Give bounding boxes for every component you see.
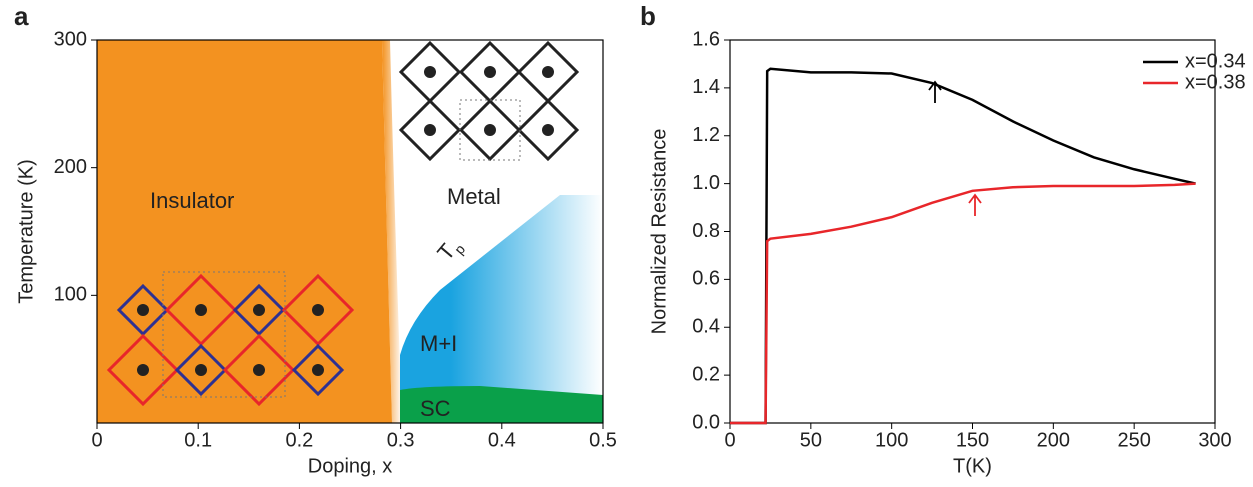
lattice-atom <box>542 66 554 78</box>
y-axis-label: Temperature (K) <box>15 159 37 304</box>
x-tick-label: 150 <box>956 429 989 451</box>
y-tick-label: 1.0 <box>692 172 720 194</box>
lattice-atom <box>312 364 324 376</box>
panel-a: 0 0.1 0.2 0.3 0.4 0.5 100 200 300 Doping, x Temper… <box>15 28 617 477</box>
y-tick-label: 0.2 <box>692 363 720 385</box>
lattice-atom <box>137 364 149 376</box>
x-tick-label: 250 <box>1117 429 1150 451</box>
lattice-atom <box>137 304 149 316</box>
panel-letter: b <box>640 1 656 31</box>
y-tick-label: 0.8 <box>692 220 720 242</box>
lattice-atom <box>253 364 265 376</box>
x-axis-label: T(K) <box>953 455 992 477</box>
x-tick-label: 100 <box>875 429 908 451</box>
x-tick-label: 0 <box>91 429 102 451</box>
y-tick-label: 300 <box>54 28 87 50</box>
y-tick-label: 1.4 <box>692 76 720 98</box>
region-label: Metal <box>447 184 501 209</box>
lattice-atom <box>424 124 436 136</box>
x-tick-label: 0.3 <box>387 429 415 451</box>
y-tick-label: 100 <box>54 284 87 306</box>
region-label: Insulator <box>150 188 234 213</box>
region-label: SC <box>420 396 451 421</box>
x-tick-label: 0 <box>724 429 735 451</box>
boundary-label: Tp <box>432 232 468 267</box>
x-tick-label: 300 <box>1198 429 1231 451</box>
panel-b: 0 50 100 150 200 250 300 0.0 0.2 0.4 0.6 0.8 1.0 1.2 1… <box>648 28 1245 477</box>
x-tick-label: 200 <box>1037 429 1070 451</box>
panel-letter: a <box>14 1 29 31</box>
figure: a b 0 0.1 0.2 0.3 0.4 0.5 100 200 300 Doping, x Te… <box>0 0 1253 487</box>
series-line <box>730 184 1196 423</box>
plot-frame <box>730 40 1215 423</box>
y-tick-label: 0.0 <box>692 411 720 433</box>
x-tick-label: 0.5 <box>589 429 617 451</box>
lattice-atom <box>195 364 207 376</box>
y-tick-label: 1.2 <box>692 124 720 146</box>
lattice-atom <box>484 66 496 78</box>
legend-label: x=0.38 <box>1185 71 1246 93</box>
x-tick-label: 0.4 <box>488 429 516 451</box>
y-tick-label: 1.6 <box>692 28 720 50</box>
lattice-atom <box>484 124 496 136</box>
x-axis-label: Doping, x <box>308 455 393 477</box>
y-tick-label: 0.6 <box>692 268 720 290</box>
x-tick-label: 0.1 <box>184 429 212 451</box>
lattice-atom <box>542 124 554 136</box>
lattice-atom <box>253 304 265 316</box>
region-label: M+I <box>420 331 457 356</box>
series-line <box>730 69 1196 423</box>
lattice-atom <box>424 66 436 78</box>
lattice-atom <box>195 304 207 316</box>
legend-label: x=0.34 <box>1185 50 1246 72</box>
y-axis-label: Normalized Resistance <box>648 129 670 335</box>
y-tick-label: 200 <box>54 156 87 178</box>
x-tick-label: 50 <box>800 429 822 451</box>
y-tick-label: 0.4 <box>692 316 720 338</box>
lattice-atom <box>312 304 324 316</box>
arrow <box>969 195 981 216</box>
x-tick-label: 0.2 <box>285 429 313 451</box>
